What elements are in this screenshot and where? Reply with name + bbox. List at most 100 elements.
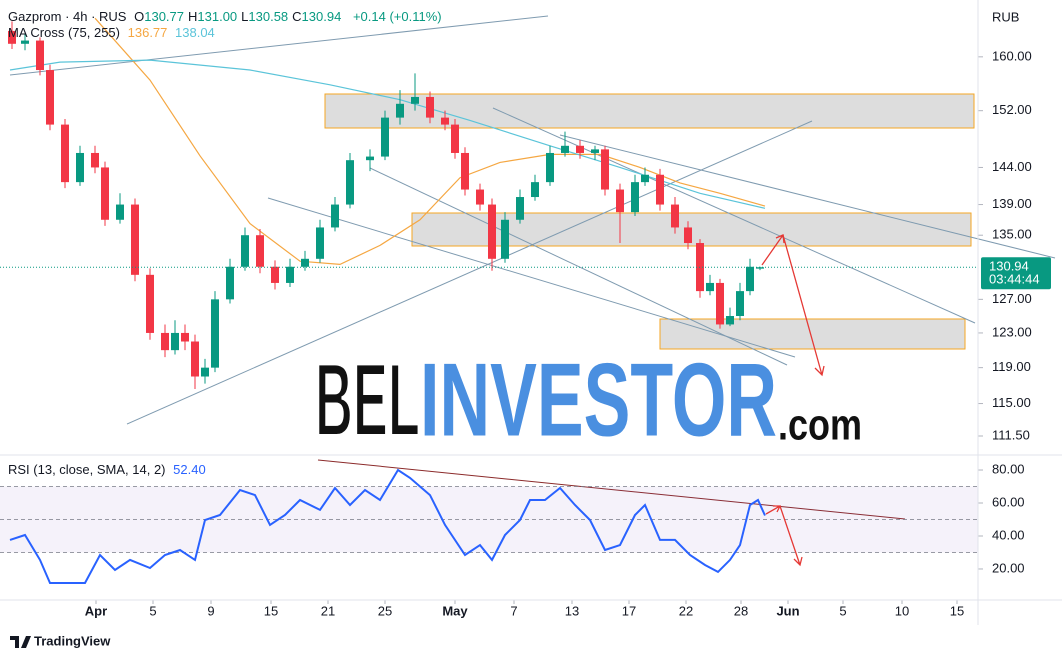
- x-tick-label: 17: [622, 603, 636, 618]
- legend-value: 52.40: [173, 462, 206, 477]
- logo-icon: [10, 636, 31, 648]
- watermark-com: .com: [778, 401, 862, 450]
- ohlc-label: C: [292, 9, 302, 24]
- candle-body: [21, 40, 29, 44]
- x-tick-label: 15: [264, 603, 278, 618]
- symbol-header: Gazprom · 4h · RUS O130.77 H131.00 L130.58…: [8, 9, 446, 24]
- candle-body: [316, 227, 324, 259]
- ohlc-label: L: [241, 9, 249, 24]
- x-tick-label: May: [442, 603, 468, 618]
- y-tick-label: 111.50: [992, 427, 1030, 442]
- candle-body: [591, 149, 599, 153]
- rsi-line: [9, 468, 766, 584]
- candle-body: [161, 332, 169, 351]
- currency: RUB: [992, 9, 1019, 24]
- candle-body: [101, 167, 109, 220]
- arrow: [779, 505, 803, 567]
- legend-value: 138.04: [175, 25, 215, 40]
- candle-body: [684, 227, 692, 244]
- candle-body: [286, 266, 294, 283]
- y-tick-label: 127.00: [992, 291, 1032, 306]
- candle-body: [146, 274, 154, 333]
- candle-body: [531, 182, 539, 198]
- candle-body: [411, 96, 419, 104]
- candle-body: [706, 282, 714, 292]
- trend-line: [126, 120, 813, 425]
- x-tick-label: 21: [321, 603, 335, 618]
- y-tick-label: 152.00: [992, 102, 1032, 117]
- candle-body: [746, 266, 754, 292]
- legend-value: 136.77: [127, 25, 168, 40]
- ohlc-value: 130.58: [248, 9, 289, 24]
- support-zone: [659, 318, 966, 350]
- change: +0.14 (+0.11%): [352, 9, 442, 24]
- resistance-zone: [324, 93, 975, 129]
- indicator-label: RSI (13, close, SMA, 14, 2): [8, 462, 166, 477]
- watermark-investor: INVESTOR: [420, 342, 777, 458]
- y-tick-label: 139.00: [992, 196, 1032, 211]
- candle-body: [76, 152, 84, 183]
- x-tick-label: 10: [895, 603, 909, 618]
- candle-body: [331, 204, 339, 228]
- y-tick-label: 123.00: [992, 324, 1032, 339]
- ohlc-label: O: [134, 9, 145, 24]
- candle-body: [546, 152, 554, 183]
- candle-body: [8, 30, 16, 44]
- symbol: Gazprom · 4h · RUS: [8, 9, 127, 24]
- trend-lines: [9, 15, 1056, 425]
- ohlc: O130.77 H131.00 L130.58 C130.94: [134, 9, 345, 24]
- plot: 160.00 152.00 144.00 139.00 135.00 127.00 123.…: [0, 17, 1051, 618]
- rsi-legend: RSI (13, close, SMA, 14, 2) 52.40: [8, 462, 210, 477]
- trend-line: [9, 15, 549, 76]
- ohlc-value: 130.77: [144, 9, 184, 24]
- x-tick-label: 7: [510, 603, 517, 618]
- y-tick-label: 144.00: [992, 159, 1032, 174]
- ohlc-value: 130.94: [301, 9, 342, 24]
- candle-body: [656, 174, 664, 205]
- x-tick-label: 5: [839, 603, 846, 618]
- candle-body: [181, 332, 189, 342]
- rsi-trend-line: [317, 459, 906, 520]
- candle-body: [381, 117, 389, 157]
- trend-line: [369, 167, 788, 366]
- x-tick-label: 5: [149, 603, 156, 618]
- watermark-bel: BEL: [315, 342, 420, 458]
- y-tick-label: 119.00: [992, 359, 1031, 374]
- x-tick-label: 25: [378, 603, 392, 618]
- y-tick-label: 135.00: [992, 227, 1032, 242]
- candle-body: [226, 266, 234, 300]
- candle-body: [171, 332, 179, 351]
- candle-body: [726, 316, 734, 325]
- candle-body: [36, 40, 44, 71]
- rsi-band: [0, 486, 978, 553]
- candle-body: [396, 103, 404, 118]
- candle-body: [201, 367, 209, 377]
- candle-body: [736, 291, 744, 317]
- trend-line: [559, 134, 1056, 259]
- candle-body: [426, 96, 434, 118]
- candle-body: [91, 152, 99, 168]
- last-price-tag: [981, 257, 1051, 290]
- candle-body: [641, 174, 649, 183]
- candle-body: [116, 204, 124, 220]
- candle-body: [366, 156, 374, 161]
- candle-body: [256, 235, 264, 267]
- x-tick-label: 15: [950, 603, 964, 618]
- ma-legend: MA Cross (75, 255) 136.77 138.04: [8, 25, 219, 40]
- candle-body: [671, 204, 679, 228]
- candle-body: [461, 152, 469, 190]
- candle-body: [191, 341, 199, 377]
- candle-body: [488, 204, 496, 259]
- candle-body: [61, 124, 69, 183]
- last-price-label: 130.94: [989, 259, 1029, 274]
- arrow: [782, 234, 825, 377]
- candle-body: [516, 197, 524, 220]
- candle-body: [756, 267, 764, 269]
- y-tick-label: 60.00: [992, 494, 1025, 509]
- candle-body: [131, 204, 139, 275]
- logo: TradingView: [10, 633, 111, 648]
- y-tick-label: 40.00: [992, 527, 1025, 542]
- candle-body: [601, 149, 609, 190]
- y-tick-label: 115.00: [992, 395, 1031, 410]
